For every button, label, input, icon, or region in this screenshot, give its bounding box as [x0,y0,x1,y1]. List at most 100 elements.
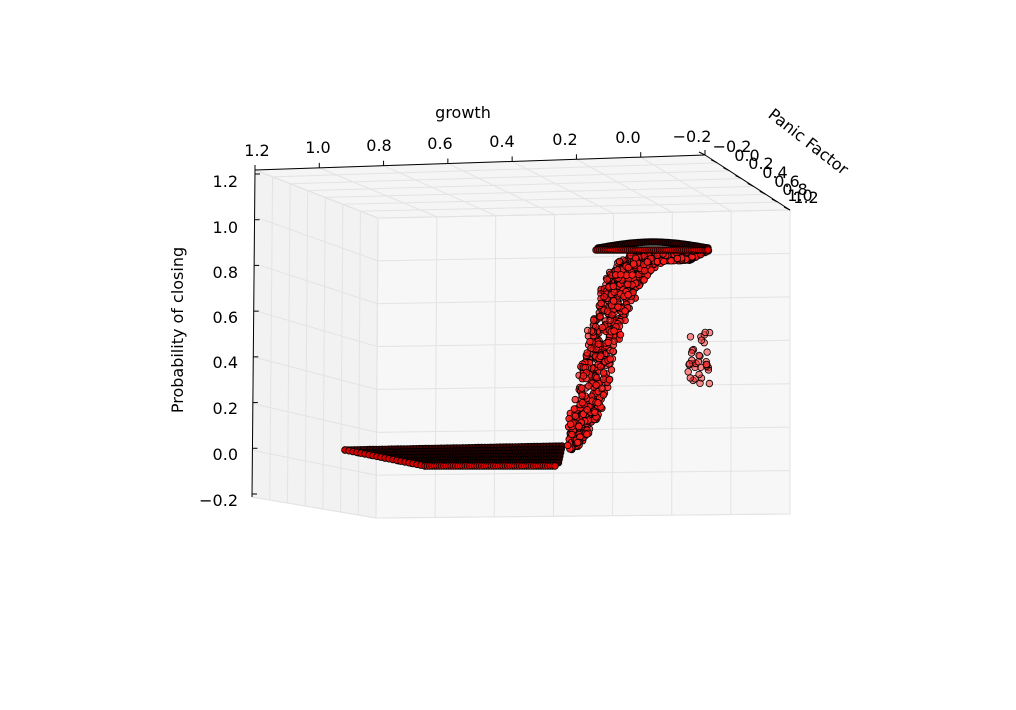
data-point [583,430,591,438]
grid-line-top-x [447,163,555,216]
y-tick-mark [747,182,754,187]
grid-line-left-y [269,176,274,501]
z-tick-label: 0.0 [213,445,238,464]
data-point [703,348,711,356]
data-point [598,323,607,332]
data-point [570,405,578,413]
data-point [615,257,624,266]
data-point [600,293,608,301]
data-point [591,408,599,417]
grid-line-back-z [377,339,791,348]
data-point [695,370,703,379]
chart-axes [251,150,791,498]
data-point [583,326,592,335]
grid-line-left-z [254,216,378,262]
data-point [684,368,692,376]
data-point [624,263,633,272]
grid-line-left-y [340,204,344,513]
grid-line-top-x [640,156,732,212]
grid-line-back-z [375,513,791,519]
data-point [578,392,586,400]
grid-line-top-y [307,178,742,192]
data-point [609,297,618,305]
z-tick-label: 0.6 [213,308,238,327]
data-point [564,441,572,450]
data-point [609,282,617,290]
data-point [578,384,586,392]
z-axis-title: Probability of closing [168,247,187,413]
x-tick-label: 0.0 [615,128,640,147]
grid-line-left-z [253,356,377,390]
data-point [597,299,605,308]
y-tick-label: 0.8 [782,180,807,199]
data-point [583,349,591,357]
y-tick-mark [698,151,706,156]
data-point [594,340,603,348]
z-tick-label: −0.2 [199,491,238,510]
data-point [596,312,604,321]
x-axis-title: growth [435,103,491,122]
data-point [603,276,611,284]
grid-line-left-y [322,197,326,510]
z-axis-line [251,169,256,498]
grid-line-top-x [319,167,438,218]
data-point [696,379,704,387]
data-point [596,352,605,360]
data-point [607,366,616,374]
grid-line-top-y [360,201,778,212]
y-tick-label: −0.2 [713,137,752,156]
data-point [616,331,625,339]
data-point [686,374,694,382]
data-point [583,406,591,414]
data-point [629,260,638,268]
data-point [566,420,575,428]
grid-line-left-y [375,217,379,519]
data-point [568,430,576,439]
y-tick-label: 1.2 [793,188,818,207]
data-point [640,276,648,284]
data-point [598,384,606,392]
data-point [551,462,559,470]
data-point [599,391,608,399]
data-point [594,399,602,407]
y-tick-mark [723,167,730,172]
data-point [701,328,709,337]
grid-line-left-z [252,403,377,433]
grid-line-top-x [511,160,614,214]
y-tick-label: 0.2 [748,154,773,173]
grid-line-left-y [304,190,309,507]
y-tick-mark [771,198,779,203]
data-point [667,257,675,265]
grid-line-left-z [252,449,377,476]
y-tick-label: 0.6 [774,172,799,191]
data-point [697,336,706,344]
x-tick-label: 1.2 [244,141,269,160]
data-point [575,422,583,431]
data-point [624,291,632,299]
data-point [605,376,614,384]
grid-line-top-y [325,185,754,198]
data-point [599,369,608,377]
grid-line-top-y [377,209,791,219]
z-tick-label: 0.2 [213,399,238,418]
grid-line-left-y [357,211,361,516]
data-point [687,349,696,357]
grid-line-left-z [251,496,377,519]
grid-line-top-x [576,158,673,213]
grid-line-top-x [254,169,379,219]
grid-line-top-y [272,162,718,178]
x-tick-label: 1.0 [305,138,330,157]
grid-line-left-z [253,262,378,305]
data-point [621,307,629,315]
chart-points [341,238,714,470]
grid-line-back-z [376,470,791,476]
y-tick-mark [759,190,766,195]
data-point [686,333,695,341]
data-point [610,337,618,345]
grid-line-back-z [377,252,791,262]
data-point [571,395,579,404]
data-point [593,373,601,382]
grid-line-left-y [286,183,291,504]
data-point [704,246,712,254]
